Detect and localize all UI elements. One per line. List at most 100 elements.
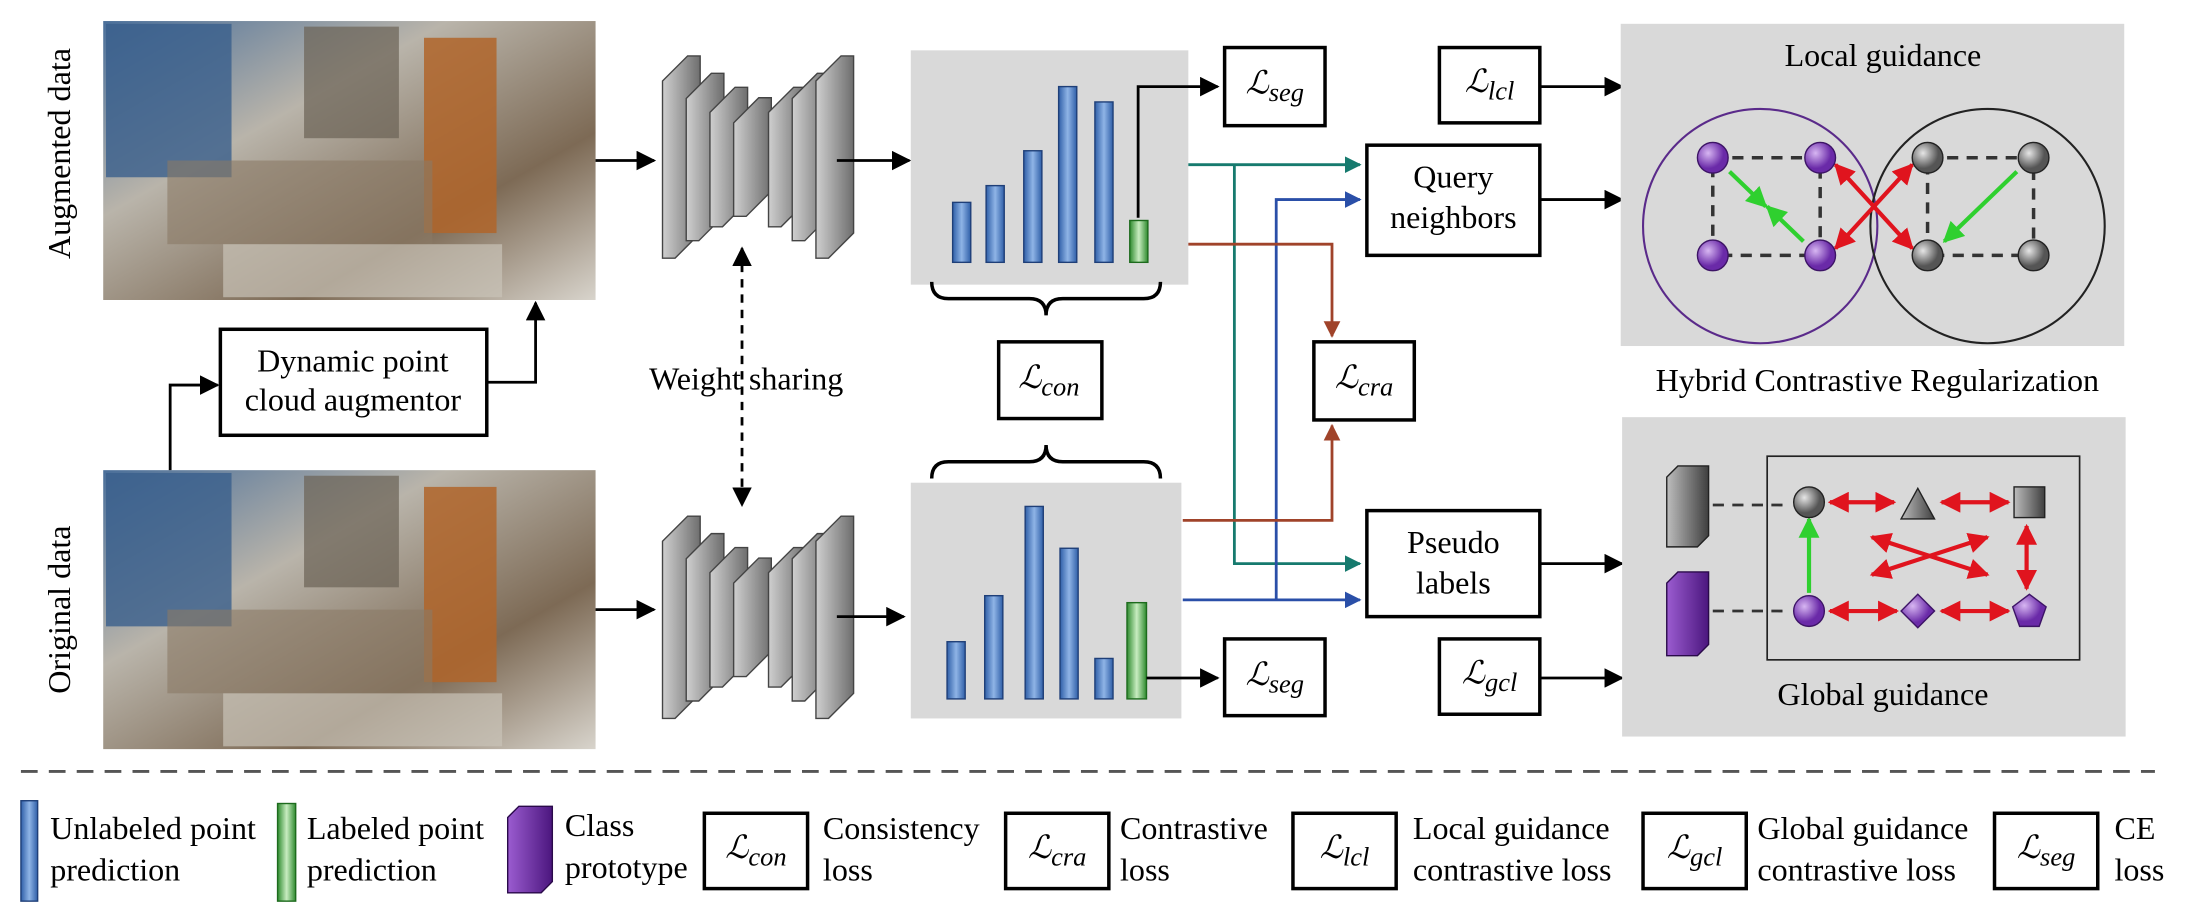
legend-loss-lcl: ℒlcl (1320, 829, 1370, 871)
unlabeled-bar (985, 184, 1005, 264)
image-window (106, 472, 232, 627)
query-box (1365, 143, 1542, 258)
arrow (1136, 76, 1220, 218)
legend-label: contrastive loss (1413, 852, 1612, 888)
legend-label: loss (823, 852, 873, 888)
encoder-layer (815, 55, 855, 259)
image-window (106, 23, 232, 178)
weight-sharing-label: Weight sharing (649, 361, 843, 397)
dashed-square (1925, 155, 2036, 258)
legend-label: prediction (307, 852, 437, 888)
legend-label: CE (2114, 810, 2155, 846)
unlabeled-bar (1059, 547, 1079, 700)
purple-node (1792, 594, 1826, 628)
gray-node (1911, 141, 1944, 174)
loss-seg-symbol: ℒ (1246, 65, 1270, 101)
local-guidance-title: Local guidance (1785, 37, 1982, 73)
loss-gcl: ℒgcl (1462, 655, 1517, 697)
legend-label: loss (2114, 852, 2164, 888)
brace (929, 281, 1163, 316)
image-door (424, 37, 497, 234)
gray-node (2017, 141, 2050, 174)
loss-cra: ℒcra (1335, 359, 1393, 401)
image-shelf (304, 475, 399, 588)
encoder-layer (815, 515, 855, 720)
legend-label: prediction (50, 852, 180, 888)
image-floor (223, 244, 503, 298)
purple-node (1804, 239, 1837, 272)
loss-con-symbol: ℒ (1018, 359, 1042, 395)
loss-seg: ℒseg (1246, 65, 1304, 107)
unlabeled-bar (1094, 657, 1114, 700)
loss-seg-symbol: ℒ (1246, 656, 1270, 692)
arrow (168, 375, 220, 471)
augmentor-label: cloud augmentor (245, 382, 462, 418)
red-arrow (1869, 532, 1990, 579)
loss-gcl-box (1437, 637, 1542, 716)
legend-loss-gcl-symbol: ℒ (1667, 829, 1691, 865)
flow-brown (1182, 423, 1341, 522)
arrow (486, 300, 546, 384)
side-label: Original data (41, 526, 77, 694)
legend-loss-cra-symbol: ℒ (1028, 829, 1052, 865)
pseudo-box (1365, 508, 1542, 619)
legend-label: Local guidance (1413, 810, 1610, 846)
hybrid-title: Hybrid Contrastive Regularization (1656, 362, 2099, 398)
loss-gcl-subscript: gcl (1485, 667, 1517, 697)
legend-loss-lcl-subscript: lcl (1343, 841, 1370, 871)
global-guidance-title: Global guidance (1777, 676, 1988, 712)
image-door (424, 486, 497, 683)
labeled-bar (1129, 219, 1149, 264)
legend-loss-con: ℒcon (725, 829, 786, 871)
loss-gcl-symbol: ℒ (1462, 655, 1486, 691)
query-label: Query (1413, 158, 1493, 194)
augmentor-box (218, 327, 489, 438)
purple-node (1696, 239, 1729, 272)
dashed-square (1711, 155, 1822, 258)
unlabeled-bar (951, 201, 972, 264)
labeled-bar (1126, 601, 1148, 700)
inner-frame (1766, 455, 2081, 661)
image-desk (167, 609, 433, 694)
image-floor (223, 693, 503, 747)
legend-loss-cra-box (1003, 811, 1111, 891)
legend-loss-seg-box (1992, 811, 2100, 891)
legend-prototype-swatch (506, 805, 554, 894)
purple-node (1696, 141, 1729, 174)
legend-unlabeled-swatch (20, 800, 39, 902)
loss-seg-box (1222, 45, 1327, 128)
loss-seg: ℒseg (1246, 656, 1304, 698)
legend-loss-seg-symbol: ℒ (2017, 829, 2041, 865)
green-arrow (1765, 205, 1805, 243)
legend-loss-con-box (702, 811, 810, 891)
legend-loss-gcl-subscript: gcl (1690, 841, 1722, 871)
unlabeled-bar (1057, 85, 1078, 264)
loss-lcl-subscript: lcl (1488, 76, 1514, 106)
legend-label: contrastive loss (1757, 852, 1956, 888)
legend-loss-con-subscript: con (748, 841, 786, 871)
unlabeled-bar (1094, 101, 1114, 264)
legend-label: Consistency (823, 810, 980, 846)
gray-node (2017, 239, 2050, 272)
loss-con-box (996, 340, 1104, 421)
purple-prototype (1666, 571, 1710, 657)
loss-lcl-box (1437, 45, 1542, 125)
flow-teal (1232, 164, 1362, 572)
green-arrow (1942, 170, 2019, 243)
loss-cra-subscript: cra (1358, 371, 1393, 401)
legend-loss-cra-subscript: cra (1051, 841, 1086, 871)
legend-label: Unlabeled point (50, 810, 256, 846)
unlabeled-bar (1024, 505, 1044, 700)
legend-label: prototype (565, 849, 688, 885)
pseudo-label: Pseudo (1407, 524, 1500, 560)
legend-label: loss (1120, 852, 1170, 888)
legend-loss-con-symbol: ℒ (725, 829, 749, 865)
unlabeled-bar (946, 641, 966, 700)
gray-triangle (1899, 486, 1936, 520)
loss-con: ℒcon (1018, 359, 1079, 401)
unlabeled-bar (984, 594, 1004, 700)
legend-labeled-swatch (276, 802, 297, 902)
gray-node (1792, 486, 1826, 519)
legend-label: Contrastive (1120, 810, 1268, 846)
green-arrow (1728, 170, 1768, 209)
